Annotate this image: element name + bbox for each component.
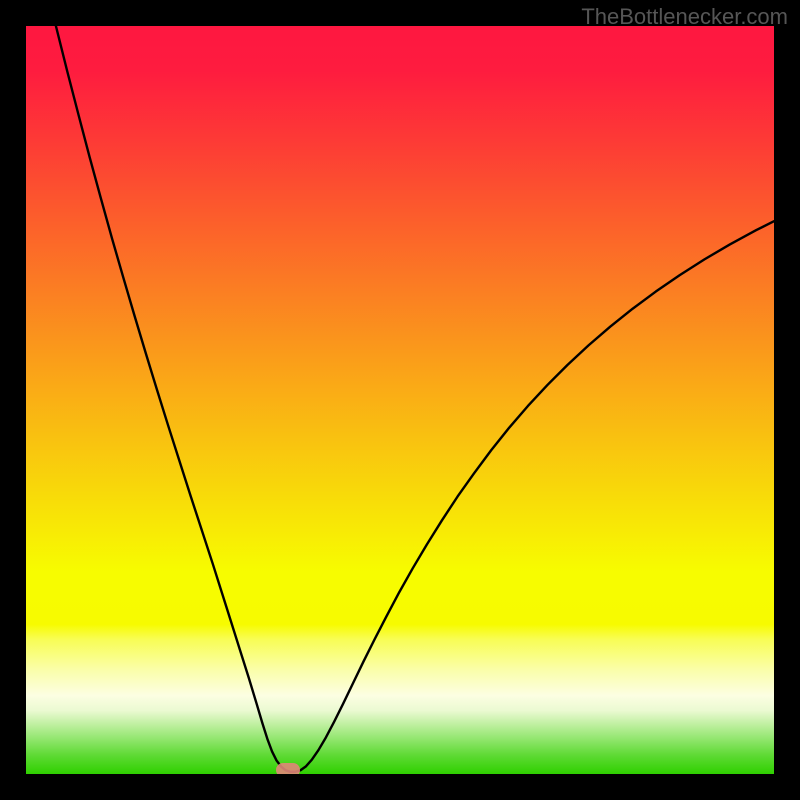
border-bottom xyxy=(0,774,800,800)
watermark-text: TheBottlenecker.com xyxy=(581,4,788,30)
border-right xyxy=(774,0,800,800)
curve-layer xyxy=(0,0,800,800)
chart-frame: TheBottlenecker.com xyxy=(0,0,800,800)
bottleneck-curve xyxy=(56,26,774,772)
border-left xyxy=(0,0,26,800)
